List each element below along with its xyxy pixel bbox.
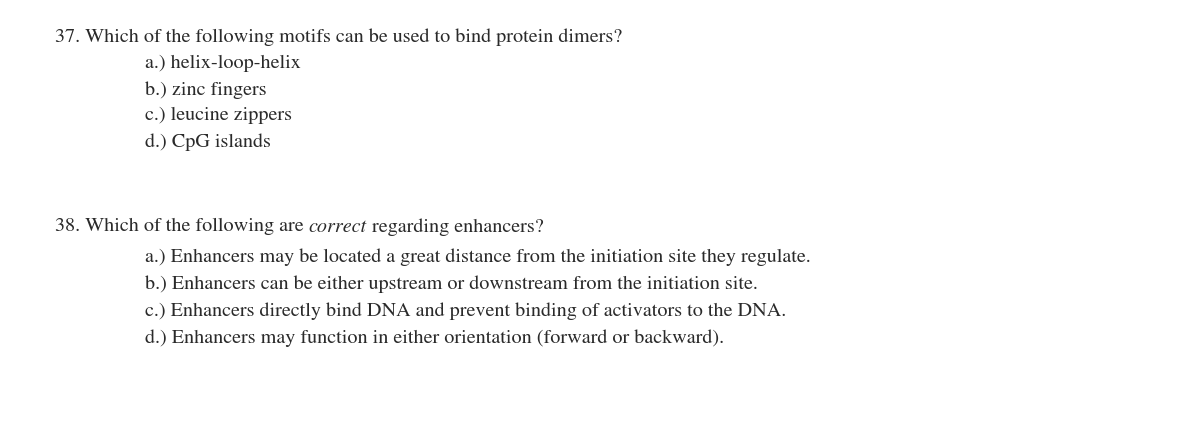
Text: d.) Enhancers may function in either orientation (forward or backward).: d.) Enhancers may function in either ori… xyxy=(145,329,724,347)
Text: b.) zinc fingers: b.) zinc fingers xyxy=(145,81,266,99)
Text: a.) helix-loop-helix: a.) helix-loop-helix xyxy=(145,55,301,72)
Text: c.) Enhancers directly bind DNA and prevent binding of activators to the DNA.: c.) Enhancers directly bind DNA and prev… xyxy=(145,302,786,320)
Text: d.) CpG islands: d.) CpG islands xyxy=(145,133,271,151)
Text: b.) Enhancers can be either upstream or downstream from the initiation site.: b.) Enhancers can be either upstream or … xyxy=(145,275,758,293)
Text: c.) leucine zippers: c.) leucine zippers xyxy=(145,107,292,124)
Text: a.) Enhancers may be located a great distance from the initiation site they regu: a.) Enhancers may be located a great dis… xyxy=(145,248,811,266)
Text: regarding enhancers?: regarding enhancers? xyxy=(367,218,544,235)
Text: 38. Which of the following are: 38. Which of the following are xyxy=(55,218,308,235)
Text: 37. Which of the following motifs can be used to bind protein dimers?: 37. Which of the following motifs can be… xyxy=(55,28,622,46)
Text: correct: correct xyxy=(308,218,367,236)
